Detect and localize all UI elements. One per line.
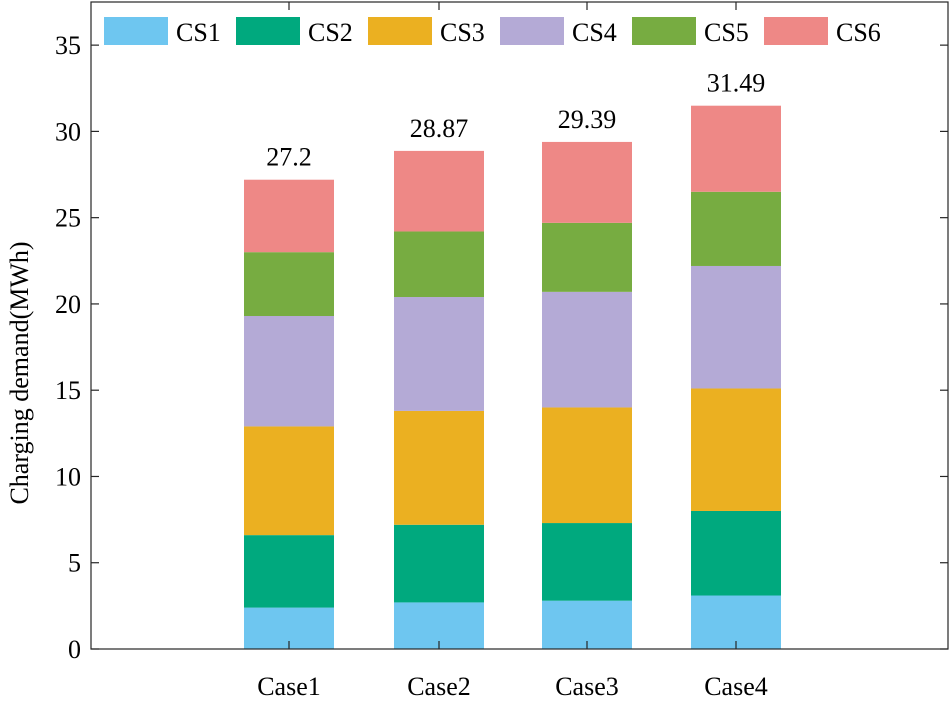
bar-case1-cs2 (244, 535, 334, 608)
bar-case4-cs3 (691, 388, 781, 511)
x-tick-label-case1: Case1 (257, 672, 321, 701)
bar-case2-cs5 (394, 231, 484, 298)
legend: CS1 CS2 CS3 CS4 CS5 CS6 (104, 17, 881, 47)
x-tick-label-case2: Case2 (407, 672, 471, 701)
bar-case4-cs5 (691, 191, 781, 266)
legend-swatch-cs5 (632, 17, 696, 45)
x-tick-label-case3: Case3 (555, 672, 619, 701)
legend-label-cs1: CS1 (176, 18, 221, 47)
legend-label-cs5: CS5 (704, 18, 749, 47)
bar-case2-cs3 (394, 410, 484, 525)
total-label-case3: 29.39 (558, 105, 617, 134)
bar-case1-cs5 (244, 252, 334, 317)
y-tick-label: 20 (55, 290, 81, 319)
bar-case1-cs6 (244, 179, 334, 253)
legend-label-cs2: CS2 (308, 18, 353, 47)
bar-case3-cs6 (542, 141, 632, 223)
legend-swatch-cs6 (764, 17, 828, 45)
y-tick-label: 10 (55, 462, 81, 491)
legend-swatch-cs3 (368, 17, 432, 45)
bar-case4-cs4 (691, 265, 781, 389)
bar-case4-cs2 (691, 510, 781, 596)
bar-case3-cs4 (542, 291, 632, 408)
bar-case2-cs2 (394, 524, 484, 603)
legend-swatch-cs2 (236, 17, 300, 45)
total-label-case2: 28.87 (410, 114, 469, 143)
legend-label-cs6: CS6 (836, 18, 881, 47)
legend-swatch-cs4 (500, 17, 564, 45)
y-axis-title: Charging demand(MWh) (5, 241, 34, 504)
y-tick-label: 30 (55, 117, 81, 146)
total-label-case4: 31.49 (707, 69, 766, 98)
bar-case3-cs5 (542, 222, 632, 292)
legend-swatch-cs1 (104, 17, 168, 45)
y-tick-label: 15 (55, 376, 81, 405)
total-label-case1: 27.2 (266, 143, 312, 172)
legend-label-cs4: CS4 (572, 18, 617, 47)
y-tick-label: 35 (55, 31, 81, 60)
y-tick-label: 0 (68, 635, 81, 664)
bar-case1-cs4 (244, 316, 334, 427)
bar-case2-cs4 (394, 297, 484, 411)
y-tick-label: 5 (68, 549, 81, 578)
bar-case2-cs6 (394, 150, 484, 232)
legend-label-cs3: CS3 (440, 18, 485, 47)
y-tick-label: 25 (55, 204, 81, 233)
bar-case4-cs6 (691, 105, 781, 192)
total-labels: 27.2 28.87 29.39 31.49 (266, 69, 765, 172)
bars-layer (244, 105, 781, 649)
bar-case3-cs2 (542, 523, 632, 601)
bar-case3-cs1 (542, 600, 632, 649)
axes: 0 5 10 15 20 25 30 35 Case1 Case2 Case3 Case4 (55, 1, 949, 701)
x-tick-label-case4: Case4 (704, 672, 768, 701)
plot-frame (90, 1, 949, 650)
bar-case4-cs1 (691, 595, 781, 649)
bar-case1-cs3 (244, 426, 334, 536)
bar-case3-cs3 (542, 407, 632, 524)
